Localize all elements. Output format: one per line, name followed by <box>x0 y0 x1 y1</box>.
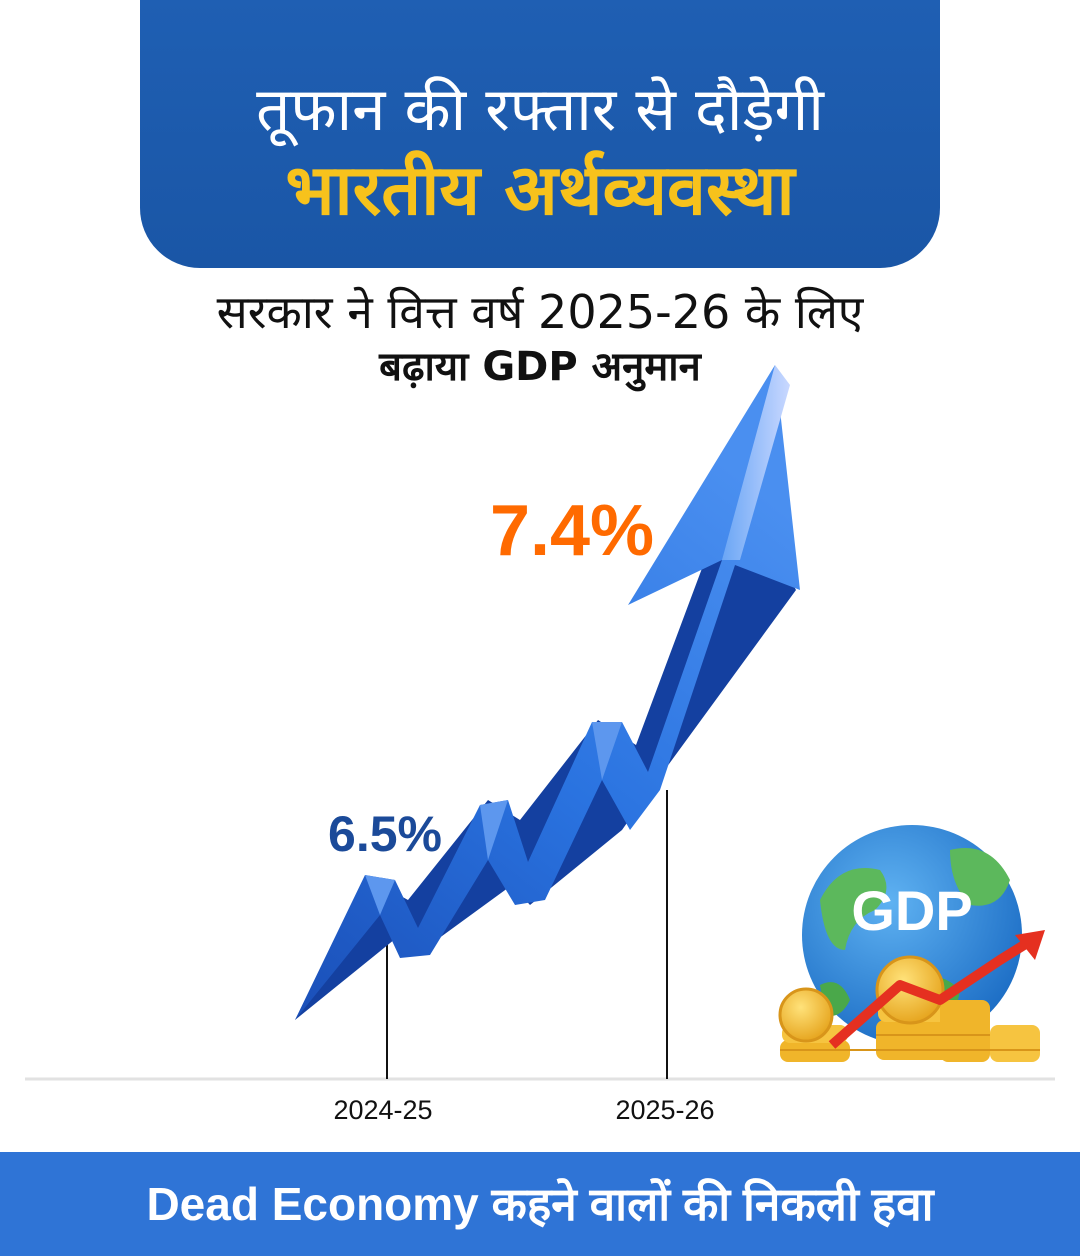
growth-arrow <box>295 365 800 1020</box>
headline-line2: भारतीय अर्थव्यवस्था <box>285 149 795 231</box>
arrow-facet <box>480 800 508 860</box>
arrow-facet <box>592 722 622 780</box>
tick-label-2024-25: 2024-25 <box>333 1095 432 1125</box>
arrow-head-highlight <box>722 365 790 560</box>
footer-banner: Dead Economy कहने वालों की निकली हवा <box>0 1152 1080 1256</box>
red-trend-arrow <box>828 935 1035 1049</box>
subtitle: सरकार ने वित्त वर्ष 2025-26 के लिए बढ़ाय… <box>0 282 1080 392</box>
footer-text: Dead Economy कहने वालों की निकली हवा <box>146 1178 934 1230</box>
globe-coins-icon: GDP <box>778 825 1045 1062</box>
headline-line1: तूफान की रफ्तार से दौड़ेगी <box>256 75 824 145</box>
data-label-2024-25: 6.5% <box>328 806 442 862</box>
subtitle-line2: बढ़ाया GDP अनुमान <box>379 344 701 390</box>
tick-label-2025-26: 2025-26 <box>615 1095 714 1125</box>
gdp-globe-label: GDP <box>851 879 972 942</box>
subtitle-line1: सरकार ने वित्त वर्ष 2025-26 के लिए <box>216 285 864 339</box>
growth-arrow-shadow <box>295 480 796 1020</box>
data-label-2025-26: 7.4% <box>490 491 654 571</box>
header-banner: तूफान की रफ्तार से दौड़ेगी भारतीय अर्थव्… <box>140 0 940 268</box>
arrow-facet <box>365 875 395 915</box>
